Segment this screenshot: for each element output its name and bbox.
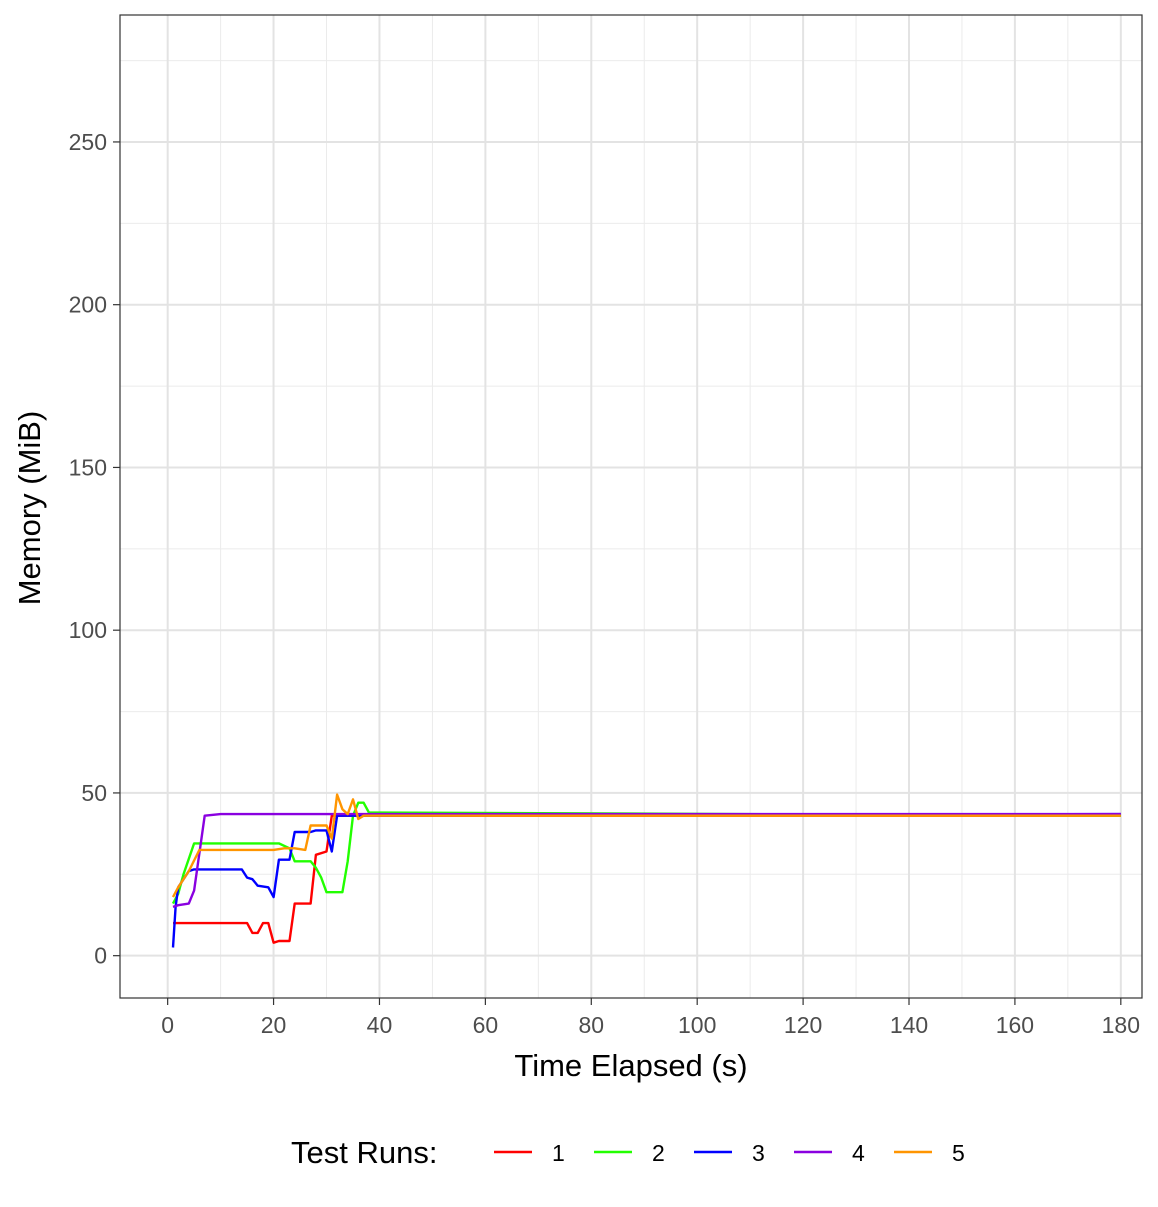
x-tick-label: 140 [890,1012,928,1038]
grid-lines [120,15,1142,998]
x-tick-label: 160 [996,1012,1034,1038]
legend-label-3: 3 [752,1140,765,1166]
series-line-1 [173,814,1121,944]
y-tick-label: 50 [81,780,107,806]
x-tick-label: 40 [367,1012,393,1038]
axes: 0 20 40 60 80 100 120 140 160 180 0 50 100 150 200 250 [69,129,1140,1038]
series-line-3 [171,812,1121,948]
plot-panel-border [119,14,1143,999]
series-line-4 [172,812,1121,909]
x-tick-label: 180 [1102,1012,1140,1038]
series-line-2 [171,801,1121,905]
y-axis-title: Memory (MiB) [12,411,47,606]
legend-label-2: 2 [652,1140,665,1166]
series-line-5 [171,793,1121,898]
x-tick-label: 120 [784,1012,822,1038]
y-tick-label: 0 [94,943,107,969]
y-tick-label: 200 [69,292,107,318]
series-lines [171,793,1121,948]
y-tick-label: 250 [69,129,107,155]
legend-label-4: 4 [852,1140,865,1166]
legend-label-1: 1 [552,1140,565,1166]
y-tick-label: 150 [69,454,107,480]
legend-title: Test Runs: [291,1135,437,1170]
x-tick-label: 20 [261,1012,287,1038]
x-tick-label: 80 [578,1012,604,1038]
legend: Test Runs: 1 2 3 4 5 [291,1135,965,1170]
x-tick-label: 100 [678,1012,716,1038]
y-tick-label: 100 [69,617,107,643]
x-tick-label: 0 [161,1012,174,1038]
legend-label-5: 5 [952,1140,965,1166]
x-tick-label: 60 [473,1012,499,1038]
x-axis-title: Time Elapsed (s) [514,1048,747,1083]
